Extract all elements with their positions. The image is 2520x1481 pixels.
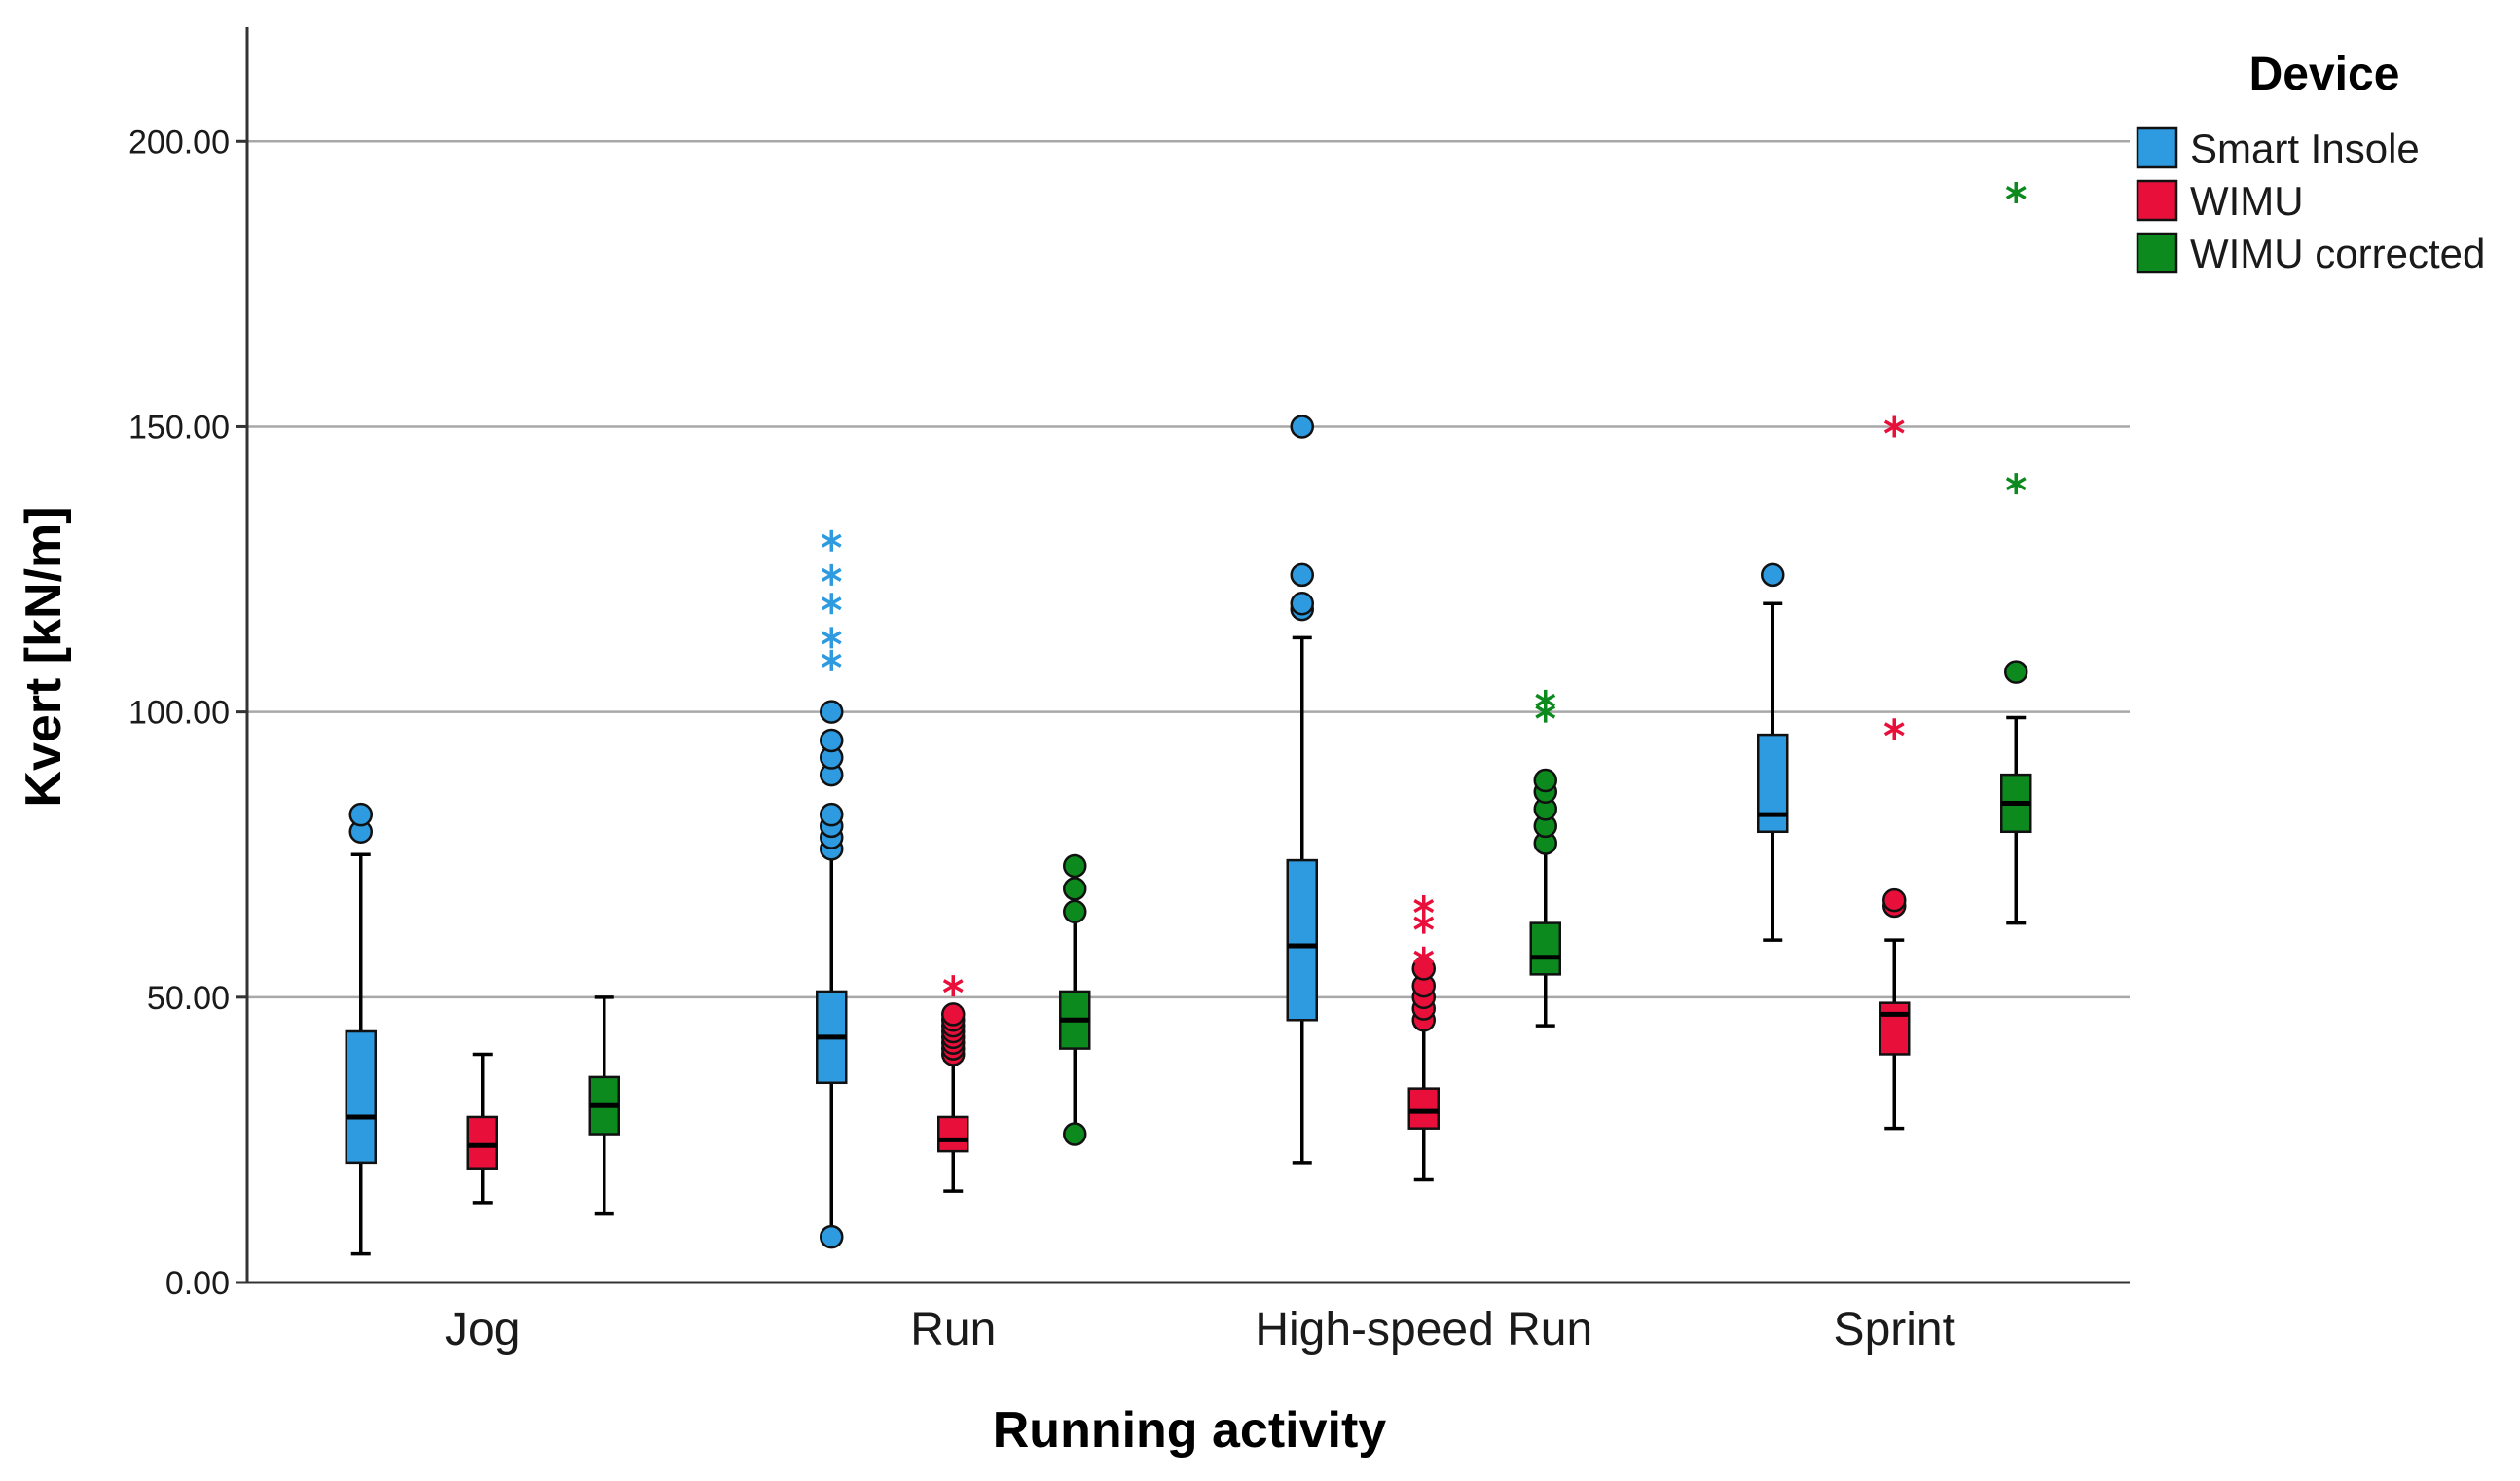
axes [245, 27, 2130, 1284]
extreme-point [821, 627, 842, 649]
outlier-point [820, 802, 844, 827]
extreme-point [2005, 473, 2027, 495]
box-iqr [345, 1029, 377, 1165]
extreme-point [1883, 718, 1905, 740]
box-smart-insole [345, 802, 377, 1256]
x-category-label: Sprint [1834, 1304, 1955, 1355]
y-tick-labels: 0.00 50.00 100.00 150.00 200.00 [128, 124, 247, 1302]
outlier-point [820, 1224, 844, 1249]
x-category-label: High-speed Run [1255, 1304, 1592, 1355]
box-smart-insole [1757, 562, 1789, 942]
y-tick-label: 200.00 [128, 124, 230, 161]
y-tick-label: 50.00 [147, 980, 230, 1017]
extreme-point [942, 975, 964, 997]
box-iqr [1757, 733, 1789, 834]
outlier-point [820, 700, 844, 724]
x-axis-title: Running activity [993, 1402, 1387, 1459]
box-iqr [1286, 858, 1318, 1022]
boxes [345, 182, 2032, 1256]
box-iqr [937, 1115, 969, 1153]
outlier-point [1533, 768, 1557, 793]
extreme-point [1413, 912, 1435, 934]
extreme-point [2005, 182, 2027, 204]
box-iqr [1407, 1087, 1440, 1130]
box-smart-insole [1286, 415, 1318, 1165]
extreme-point [1535, 701, 1556, 723]
outlier-point [1882, 887, 1907, 913]
extreme-point [821, 563, 842, 586]
legend: Device Smart Insole WIMU WIMU corrected [2136, 49, 2485, 276]
outlier-point [2004, 660, 2028, 684]
box-wimu-corrected [588, 995, 620, 1216]
x-category-label: Run [910, 1304, 996, 1355]
legend-title: Device [2249, 49, 2400, 100]
outlier-point [941, 1002, 966, 1027]
outlier-point [1761, 562, 1785, 588]
outlier-point [1063, 877, 1087, 901]
outlier-point [1063, 853, 1087, 879]
extreme-point [821, 593, 842, 615]
outlier-point [1290, 562, 1314, 588]
legend-swatch [2136, 232, 2178, 274]
y-tick-label: 150.00 [128, 409, 230, 446]
y-axis-title: Kvert [kN/m] [16, 506, 72, 807]
extreme-point [821, 529, 842, 552]
box-iqr [466, 1115, 498, 1170]
outlier-point [820, 728, 844, 753]
legend-label: Smart Insole [2190, 126, 2420, 171]
box-wimu-corrected [1529, 689, 1561, 1028]
outlier-point [1063, 899, 1087, 924]
outlier-point [348, 802, 373, 827]
box-wimu [1879, 415, 1911, 1131]
legend-swatch [2136, 126, 2178, 169]
box-wimu [1407, 895, 1440, 1182]
y-tick-label: 100.00 [128, 695, 230, 732]
x-category-labels: Jog Run High-speed Run Sprint [445, 1304, 1955, 1355]
extreme-point [1413, 946, 1435, 968]
legend-swatch [2136, 179, 2178, 222]
gridlines [247, 140, 2130, 999]
box-wimu-corrected [1059, 853, 1091, 1146]
x-category-label: Jog [445, 1304, 520, 1355]
box-iqr [1879, 1001, 1911, 1056]
box-wimu [937, 975, 969, 1193]
box-wimu-corrected [2000, 182, 2032, 925]
outlier-point [1290, 415, 1314, 439]
legend-label: WIMU corrected [2190, 231, 2485, 276]
legend-label: WIMU [2190, 178, 2304, 224]
box-iqr [1529, 921, 1561, 976]
extreme-point [1413, 895, 1435, 917]
extreme-point [1535, 689, 1556, 711]
outlier-point [1290, 591, 1314, 616]
box-wimu [466, 1052, 498, 1205]
y-tick-label: 0.00 [165, 1265, 230, 1302]
box-smart-insole [816, 529, 848, 1249]
extreme-point [821, 649, 842, 671]
outlier-point [1063, 1122, 1087, 1146]
extreme-point [1883, 415, 1905, 438]
